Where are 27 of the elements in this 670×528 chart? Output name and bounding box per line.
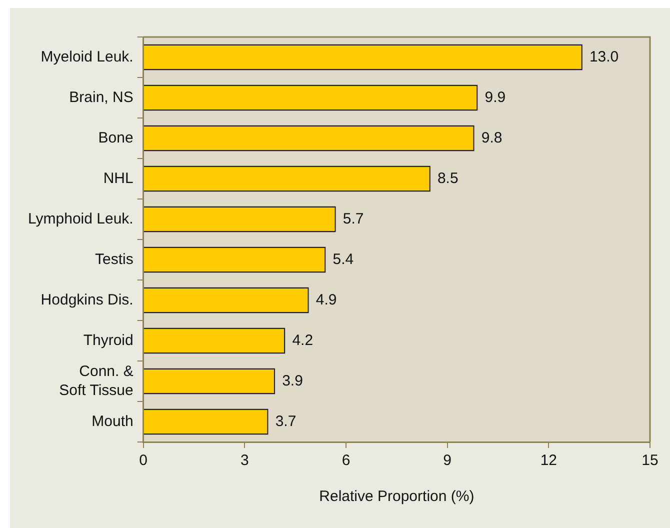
data-label: 4.2 xyxy=(292,332,314,349)
y-tick-label: Brain, NS xyxy=(69,88,134,106)
x-tick-label: 0 xyxy=(139,452,148,470)
y-tick-label: Testis xyxy=(95,250,134,268)
y-tick-label: Bone xyxy=(98,129,134,146)
data-label: 9.9 xyxy=(484,88,506,106)
y-tick-label: Conn. & Soft Tissue xyxy=(59,363,134,399)
data-label: 4.9 xyxy=(316,291,337,308)
data-label: 3.7 xyxy=(275,412,296,430)
data-label: 9.8 xyxy=(481,129,502,146)
y-tick-label: Mouth xyxy=(92,412,134,430)
y-tick-label: Hodgkins Dis. xyxy=(40,291,134,308)
y-tick-label: Thyroid xyxy=(83,332,134,349)
data-label: 3.9 xyxy=(282,372,303,390)
y-tick-label: Myeloid Leuk. xyxy=(40,48,134,66)
x-tick-label: 12 xyxy=(540,452,558,470)
x-tick-label: 6 xyxy=(342,452,350,470)
data-label: 5.4 xyxy=(332,250,354,268)
y-tick-label: Lymphoid Leuk. xyxy=(28,210,134,228)
data-label: 13.0 xyxy=(589,48,619,66)
x-axis-title: Relative Proportion (%) xyxy=(319,488,474,506)
data-label: 5.7 xyxy=(342,210,364,228)
x-tick-label: 3 xyxy=(240,452,249,470)
x-tick-label: 9 xyxy=(443,452,452,470)
y-tick-label: NHL xyxy=(103,170,134,187)
x-tick-label: 15 xyxy=(642,452,658,470)
data-label: 8.5 xyxy=(437,170,458,187)
